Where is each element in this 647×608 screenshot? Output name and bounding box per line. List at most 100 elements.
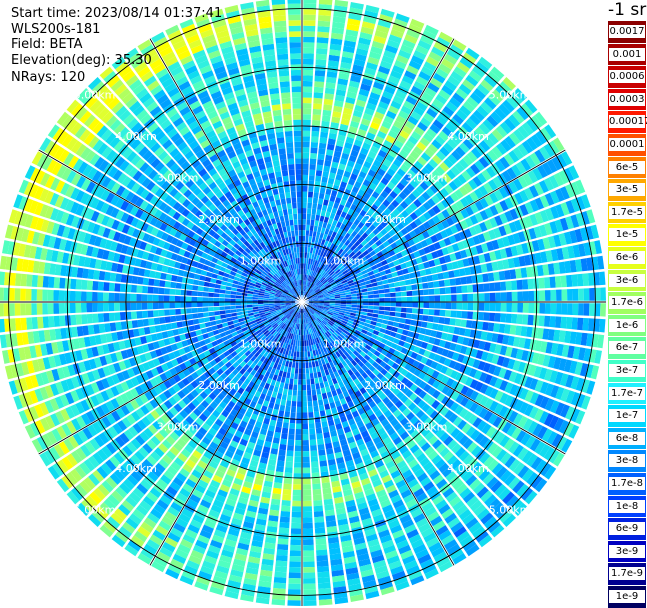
range-gate [302, 368, 305, 374]
range-gate [217, 324, 223, 329]
range-gate [282, 428, 288, 434]
range-gate [206, 327, 213, 333]
range-gate [293, 390, 297, 396]
range-gate [280, 439, 287, 445]
range-gate [180, 296, 186, 301]
range-gate [319, 143, 327, 149]
range-gate [296, 412, 301, 418]
range-gate [437, 273, 444, 280]
range-gate [318, 583, 331, 590]
range-gate [315, 383, 320, 389]
range-gate [315, 522, 325, 528]
range-gate [362, 292, 368, 296]
range-gate [317, 566, 329, 572]
range-gate [310, 440, 317, 446]
range-gate [309, 175, 315, 181]
range-gate [435, 303, 441, 309]
range-gate [310, 159, 317, 165]
range-gate [175, 296, 181, 302]
range-gate [313, 495, 322, 501]
range-gate [303, 120, 311, 126]
range-gate [490, 303, 496, 312]
range-gate [302, 341, 304, 347]
range-gate [309, 362, 313, 368]
range-gate [303, 446, 310, 452]
range-gate [307, 253, 310, 259]
range-gate [390, 298, 396, 302]
range-gate [296, 418, 301, 424]
range-gate [323, 432, 330, 439]
range-gate [412, 296, 418, 301]
range-gate [291, 368, 295, 374]
range-gate [489, 283, 495, 292]
range-gate [320, 187, 326, 193]
range-gate [303, 92, 312, 98]
range-gate [158, 295, 164, 301]
range-gate [319, 193, 325, 199]
range-gate [462, 285, 468, 293]
range-gate [137, 320, 143, 328]
range-gate [302, 247, 305, 253]
range-gate [303, 578, 315, 584]
range-gate [312, 114, 321, 120]
range-gate [589, 303, 595, 316]
range-gate [418, 290, 424, 296]
range-gate [230, 302, 236, 305]
range-gate [357, 305, 363, 308]
range-gate [539, 316, 545, 327]
range-gate [303, 435, 309, 441]
range-gate [500, 313, 506, 322]
range-gate [506, 292, 512, 301]
range-gate [322, 421, 328, 427]
range-gate [517, 291, 523, 301]
range-gate [490, 293, 496, 302]
range-gate [488, 273, 495, 282]
range-gate [293, 484, 301, 490]
range-gate [278, 455, 286, 461]
range-gate [584, 288, 590, 301]
range-gate [318, 198, 323, 204]
range-gate [379, 289, 385, 293]
range-gate [192, 313, 198, 318]
range-gate [98, 313, 104, 322]
range-gate [346, 307, 352, 310]
range-gate [399, 318, 405, 323]
range-gate [315, 215, 320, 221]
range-gate [583, 318, 590, 331]
range-gate [291, 528, 301, 534]
range-gate [314, 411, 320, 417]
range-gate [303, 418, 308, 424]
range-gate [258, 302, 264, 304]
range-gate [357, 299, 363, 302]
range-gate [316, 550, 327, 556]
range-gate [389, 316, 395, 321]
range-gate [314, 372, 318, 378]
range-gate [302, 346, 304, 352]
range-gate [205, 322, 211, 327]
range-gate [320, 466, 328, 472]
range-gate [377, 318, 383, 323]
range-gate [335, 298, 341, 300]
range-gate [153, 295, 159, 302]
range-gate [303, 407, 308, 413]
range-gate [315, 528, 326, 534]
range-gate [312, 120, 320, 126]
range-gate [388, 321, 394, 326]
range-gate [406, 313, 412, 318]
range-gate [303, 20, 315, 26]
range-gate [427, 275, 433, 282]
range-gate [48, 303, 54, 314]
range-gate [407, 297, 413, 302]
range-gate [435, 295, 441, 301]
range-gate [322, 205, 327, 211]
range-gate [303, 86, 312, 92]
range-gate [43, 316, 49, 328]
range-gate [203, 312, 209, 317]
range-gate [292, 506, 301, 512]
range-gate [351, 294, 357, 297]
range-gate [307, 385, 311, 391]
range-gate [381, 275, 387, 280]
range-gate [318, 148, 325, 154]
range-gate [281, 377, 286, 383]
